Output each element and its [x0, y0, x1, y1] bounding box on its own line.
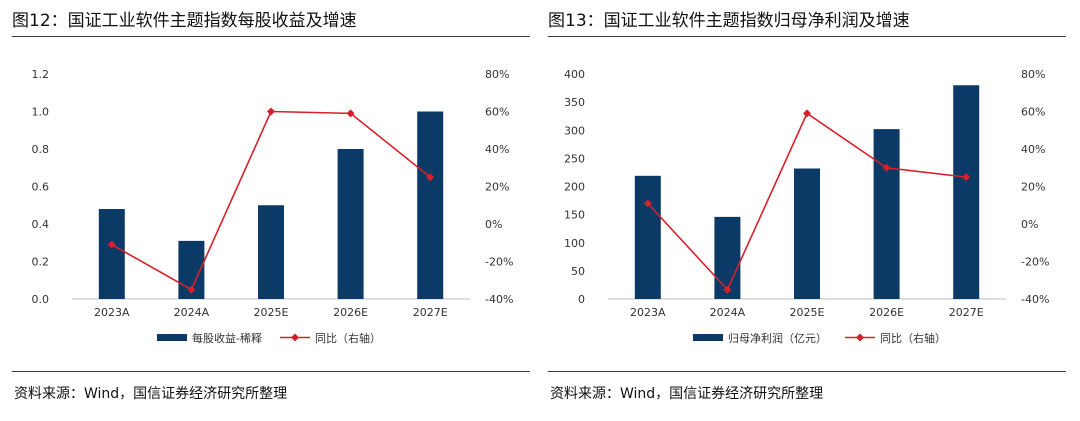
legend-line-label: 同比（右轴）: [315, 331, 381, 345]
bar: [873, 129, 900, 299]
legend-bar-label: 每股收益-稀释: [192, 331, 262, 345]
x-axis-tick-label: 2024A: [174, 306, 210, 319]
right-axis-tick-label: 40%: [485, 143, 509, 156]
right-axis-tick-label: -20%: [485, 256, 513, 269]
line-point: [803, 109, 811, 118]
bar: [98, 209, 125, 299]
right-axis-tick-label: -40%: [485, 293, 513, 306]
line-point: [346, 109, 355, 118]
top-divider: [548, 36, 1066, 37]
left-axis-tick-label: 400: [564, 68, 585, 81]
net-profit-combo-chart: 0 50 100 150 200 250 300 350 400 -40% -20% 0% 20% 40%…: [564, 68, 1049, 345]
right-axis-tick-label: 0%: [1021, 218, 1038, 231]
left-axis-tick-label: 0.6: [32, 181, 50, 194]
left-axis-tick-label: 50: [571, 265, 585, 278]
left-axis-tick-label: 250: [564, 152, 585, 165]
right-axis-tick-label: 0%: [485, 218, 502, 231]
line-point: [426, 173, 435, 182]
line-point: [882, 163, 891, 172]
right-axis-tick-label: 60%: [1021, 106, 1045, 119]
left-axis-tick-label: 0: [578, 293, 585, 306]
bar: [953, 85, 980, 299]
right-axis-tick-label: -40%: [1021, 293, 1049, 306]
left-axis-tick-label: 100: [564, 237, 585, 250]
source-note: 资料来源：Wind，国信证券经济研究所整理: [550, 386, 824, 402]
legend-bar-swatch: [693, 334, 723, 341]
bar: [337, 149, 364, 299]
bar: [634, 175, 661, 299]
top-divider: [12, 36, 530, 37]
source-note: 资料来源：Wind，国信证券经济研究所整理: [14, 386, 288, 402]
bottom-divider: [548, 371, 1066, 372]
right-axis-tick-label: -20%: [1021, 256, 1049, 269]
right-axis-tick-label: 40%: [1021, 143, 1045, 156]
line-point: [107, 240, 116, 249]
legend-line-label: 同比（右轴）: [880, 331, 946, 345]
line-point: [187, 285, 196, 294]
x-axis-tick-label: 2027E: [413, 306, 448, 319]
left-axis-tick-label: 1.2: [32, 68, 50, 81]
x-axis-tick-label: 2026E: [869, 306, 904, 319]
right-axis-tick-label: 20%: [1021, 181, 1045, 194]
legend-bar-label: 归母净利润（亿元）: [728, 331, 827, 345]
x-axis-tick-label: 2024A: [710, 306, 746, 319]
figure-panel-net-profit: 图13：国证工业软件主题指数归母净利润及增速 0 50 100 150 200 250 30…: [548, 0, 1068, 421]
left-axis-tick-label: 350: [564, 96, 585, 109]
legend-line-marker: [856, 333, 864, 342]
bar: [714, 216, 741, 299]
left-axis-tick-label: 300: [564, 124, 585, 137]
left-axis-tick-label: 1.0: [32, 106, 50, 119]
legend: 每股收益-稀释 同比（右轴）: [157, 331, 381, 345]
left-axis-tick-label: 0.0: [32, 293, 50, 306]
right-axis-tick-label: 80%: [1021, 68, 1045, 81]
right-axis-tick-label: 60%: [485, 106, 509, 119]
line-point: [643, 199, 652, 208]
left-axis-tick-label: 200: [564, 181, 585, 194]
left-axis-tick-label: 0.4: [32, 218, 50, 231]
line-point: [267, 107, 275, 116]
eps-combo-chart: 0.0 0.2 0.4 0.6 0.8 1.0 1.2 -40% -20% 0% 20% 40% 60%…: [32, 68, 514, 345]
bar: [794, 168, 820, 299]
x-axis-tick-label: 2026E: [333, 306, 368, 319]
bar: [417, 111, 444, 299]
x-axis-tick-label: 2023A: [94, 306, 130, 319]
right-axis-tick-label: 80%: [485, 68, 509, 81]
figure-title: 图12：国证工业软件主题指数每股收益及增速: [12, 11, 357, 31]
left-axis-tick-label: 150: [564, 209, 585, 222]
bottom-divider: [12, 371, 530, 372]
right-axis-tick-label: 20%: [485, 181, 509, 194]
line-point: [723, 285, 732, 294]
bar: [258, 205, 284, 299]
legend: 归母净利润（亿元） 同比（右轴）: [693, 331, 946, 345]
figure-panel-eps: 图12：国证工业软件主题指数每股收益及增速 0.0 0.2 0.4 0.6 0.8 1.0…: [12, 0, 532, 421]
x-axis-tick-label: 2025E: [254, 306, 289, 319]
figure-title: 图13：国证工业软件主题指数归母净利润及增速: [548, 11, 910, 31]
x-axis-tick-label: 2027E: [949, 306, 984, 319]
x-axis-tick-label: 2023A: [630, 306, 666, 319]
legend-bar-swatch: [157, 334, 187, 341]
left-axis-tick-label: 0.2: [32, 256, 50, 269]
left-axis-tick-label: 0.8: [32, 143, 50, 156]
legend-line-marker: [290, 333, 299, 342]
x-axis-tick-label: 2025E: [790, 306, 825, 319]
line-point: [962, 173, 971, 182]
